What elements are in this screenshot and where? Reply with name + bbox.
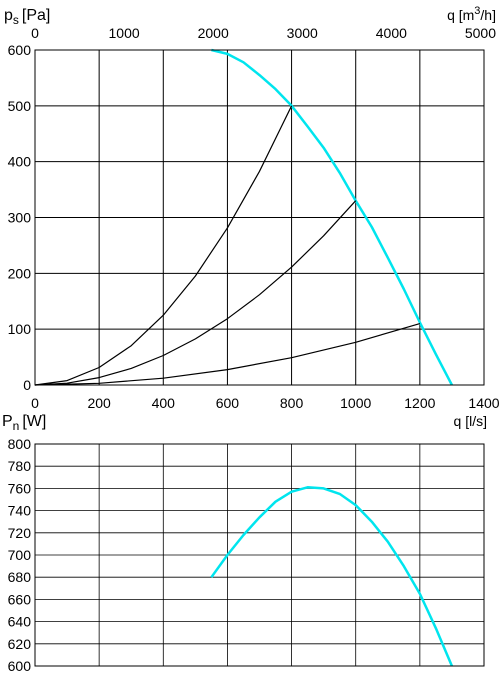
- power-chart: 600 620 640 660 680 700 720 740 760 780 800 Pn [W]: [2, 413, 485, 673]
- power-y-tick-label: 600: [8, 658, 32, 673]
- y-tick-label: 400: [8, 154, 32, 170]
- y-tick-label: 200: [8, 265, 32, 281]
- x2-tick-label: 4000: [376, 25, 407, 41]
- x-tick-label: 1000: [340, 395, 371, 411]
- flow-ls-axis-label: q [l/s]: [454, 413, 487, 429]
- power-y-tick-label: 720: [8, 525, 32, 541]
- power-y-tick-label: 780: [8, 458, 32, 474]
- y-tick-label: 0: [23, 377, 31, 393]
- x-tick-label: 200: [87, 395, 111, 411]
- power-y-tick-label: 680: [8, 569, 32, 585]
- pressure-y-ticks: 0 100 200 300 400 500 600: [8, 42, 32, 393]
- x2-tick-label: 2000: [198, 25, 229, 41]
- x-tick-label: 800: [280, 395, 304, 411]
- x2-tick-label: 5000: [465, 25, 496, 41]
- x-tick-label: 600: [216, 395, 240, 411]
- x2-tick-label: 1000: [109, 25, 140, 41]
- power-y-tick-label: 740: [8, 503, 32, 519]
- pressure-axis-label: ps [Pa]: [4, 7, 50, 27]
- system-curve-1: [34, 105, 293, 386]
- y-tick-label: 500: [8, 98, 32, 114]
- pressure-x-ticks: 0 200 400 600 800 1000 1200 1400: [31, 395, 500, 411]
- pressure-series: [34, 48, 454, 386]
- pressure-grid: [35, 50, 484, 385]
- power-y-tick-label: 800: [8, 436, 32, 452]
- power-y-ticks: 600 620 640 660 680 700 720 740 760 780 800: [8, 436, 32, 673]
- x-tick-label: 1200: [404, 395, 435, 411]
- x-tick-label: 0: [31, 395, 39, 411]
- flow-m3h-ticks: 0 1000 2000 3000 4000 5000: [31, 25, 496, 41]
- pressure-plot-frame: [34, 49, 485, 386]
- fan-pressure-curve: [211, 48, 454, 386]
- power-y-tick-label: 660: [8, 591, 32, 607]
- y-tick-label: 600: [8, 42, 32, 58]
- x2-tick-label: 3000: [287, 25, 318, 41]
- x-tick-label: 400: [152, 395, 176, 411]
- power-grid: [35, 444, 484, 666]
- x-tick-label: 1400: [468, 395, 499, 411]
- pressure-chart: 0 200 400 600 800 1000 1200 1400 0 100 200 300 400 5…: [4, 5, 500, 429]
- power-y-tick-label: 640: [8, 614, 32, 630]
- power-y-tick-label: 760: [8, 480, 32, 496]
- y-tick-label: 100: [8, 321, 32, 337]
- y-tick-label: 300: [8, 210, 32, 226]
- power-y-tick-label: 700: [8, 547, 32, 563]
- system-curve-3: [34, 323, 421, 386]
- power-plot-frame: [34, 443, 485, 667]
- fan-power-curve: [210, 486, 454, 667]
- system-curve-2: [34, 200, 357, 386]
- flow-m3h-axis-label: q [m3/h]: [447, 5, 496, 23]
- x2-tick-label: 0: [31, 25, 39, 41]
- power-y-tick-label: 620: [8, 636, 32, 652]
- power-axis-label: Pn [W]: [2, 413, 46, 433]
- power-series: [210, 486, 454, 667]
